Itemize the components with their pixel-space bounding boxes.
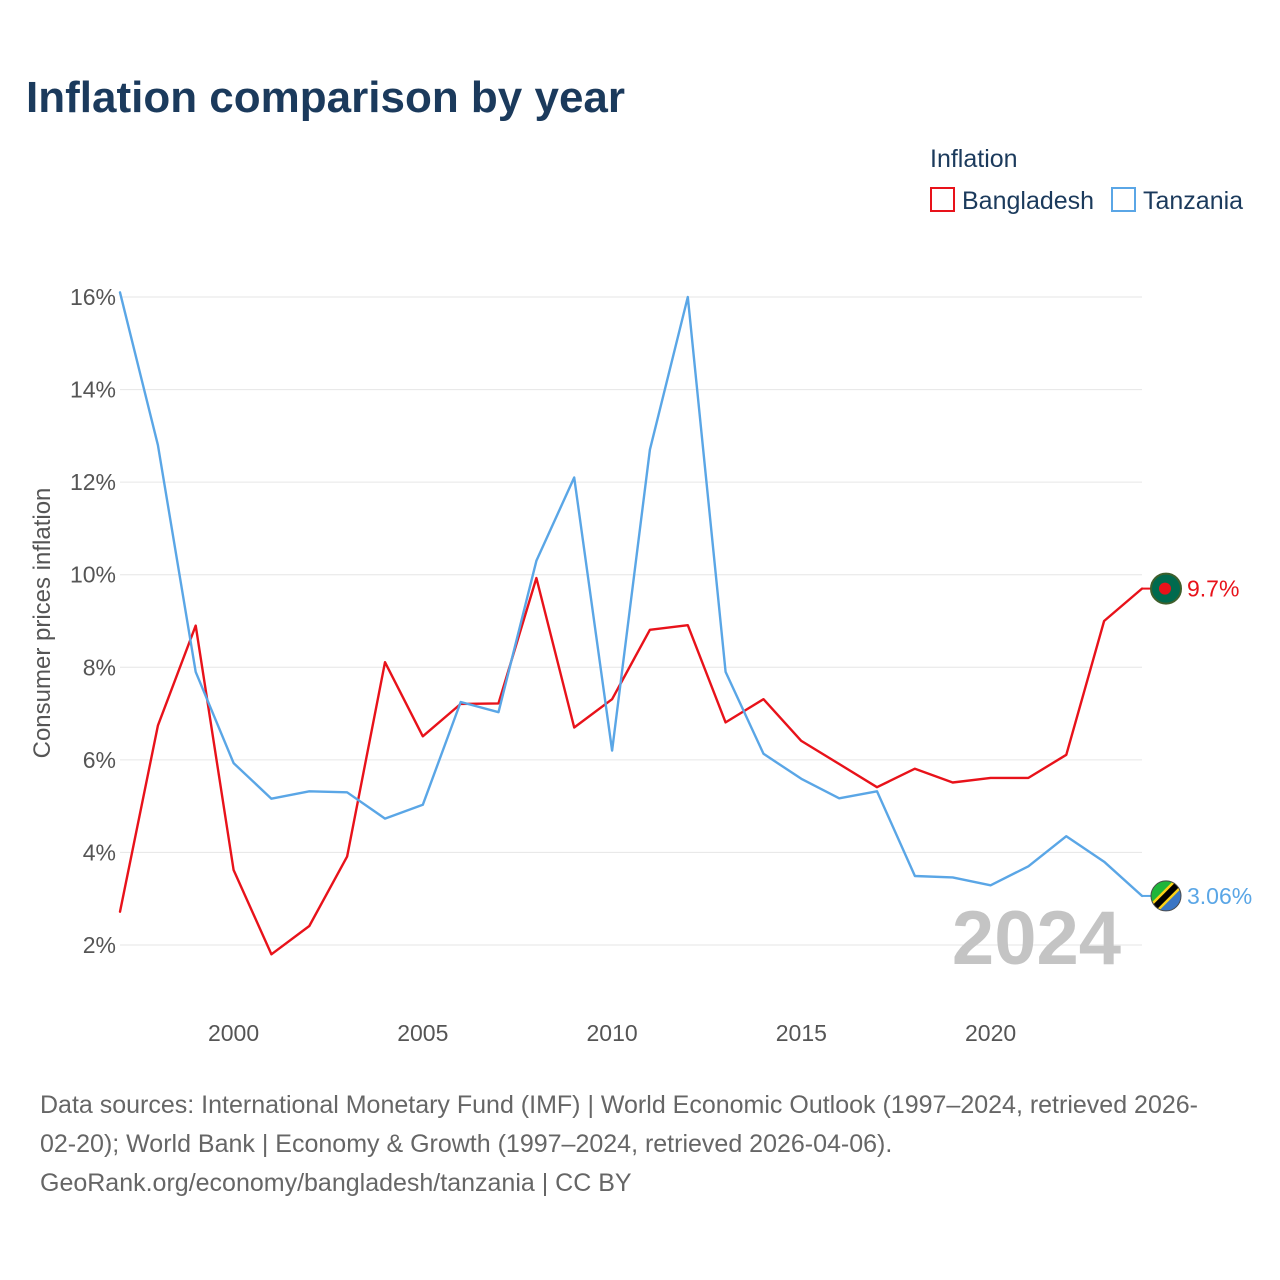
series-line-tanzania[interactable]: [118, 291, 1144, 898]
y-tick-label: 14%: [70, 377, 116, 403]
bangladesh-end-value: 9.7%: [1187, 576, 1239, 602]
legend-item-bangladesh[interactable]: Bangladesh: [930, 187, 1094, 215]
y-axis-title: Consumer prices inflation: [29, 488, 56, 759]
series-lines: [118, 291, 1144, 956]
bangladesh-end-marker: 9.7%: [1142, 572, 1239, 605]
legend-item-tanzania[interactable]: Tanzania: [1111, 187, 1243, 215]
x-tick-label: 2000: [208, 1020, 259, 1046]
series-line-bangladesh[interactable]: [118, 576, 1144, 956]
tanzania-flag-icon: [1150, 880, 1182, 912]
gridlines: [120, 296, 1142, 946]
y-axis-ticks: 2% 4% 6% 8% 10% 12% 14% 16%: [70, 284, 116, 958]
y-tick-label: 12%: [70, 469, 116, 495]
tanzania-end-value: 3.06%: [1187, 883, 1252, 909]
x-tick-label: 2015: [776, 1020, 827, 1046]
x-tick-label: 2020: [965, 1020, 1016, 1046]
year-watermark: 2024: [952, 896, 1121, 981]
source-line-2: 02-20); World Bank | Economy & Growth (1…: [40, 1130, 893, 1158]
legend-swatch-bangladesh: [930, 187, 955, 212]
legend-label-tanzania: Tanzania: [1143, 187, 1243, 215]
y-tick-label: 16%: [70, 284, 116, 310]
x-tick-label: 2010: [586, 1020, 637, 1046]
legend-swatch-tanzania: [1111, 187, 1136, 212]
legend: Inflation Bangladesh Tanzania: [930, 145, 1243, 215]
legend-title: Inflation: [930, 145, 1018, 173]
x-axis-ticks: 2000 2005 2010 2015 2020: [208, 1020, 1016, 1046]
y-tick-label: 10%: [70, 562, 116, 588]
source-line-3[interactable]: GeoRank.org/economy/bangladesh/tanzania …: [40, 1169, 632, 1197]
legend-label-bangladesh: Bangladesh: [962, 187, 1094, 215]
source-line-1: Data sources: International Monetary Fun…: [40, 1091, 1198, 1119]
tanzania-end-marker: 3.06%: [1142, 880, 1252, 912]
bangladesh-flag-icon: [1150, 572, 1182, 605]
y-tick-label: 2%: [83, 932, 116, 958]
y-tick-label: 6%: [83, 747, 116, 773]
y-tick-label: 4%: [83, 839, 116, 865]
x-tick-label: 2005: [397, 1020, 448, 1046]
y-tick-label: 8%: [83, 654, 116, 680]
chart-title: Inflation comparison by year: [26, 73, 625, 122]
data-source-note: Data sources: International Monetary Fun…: [40, 1086, 1250, 1203]
